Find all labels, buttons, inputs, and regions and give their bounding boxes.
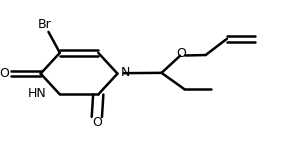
Text: O: O [92,116,102,129]
Text: O: O [0,67,10,80]
Text: Br: Br [37,18,51,31]
Text: N: N [121,66,130,79]
Text: O: O [177,46,187,60]
Text: HN: HN [27,87,46,100]
